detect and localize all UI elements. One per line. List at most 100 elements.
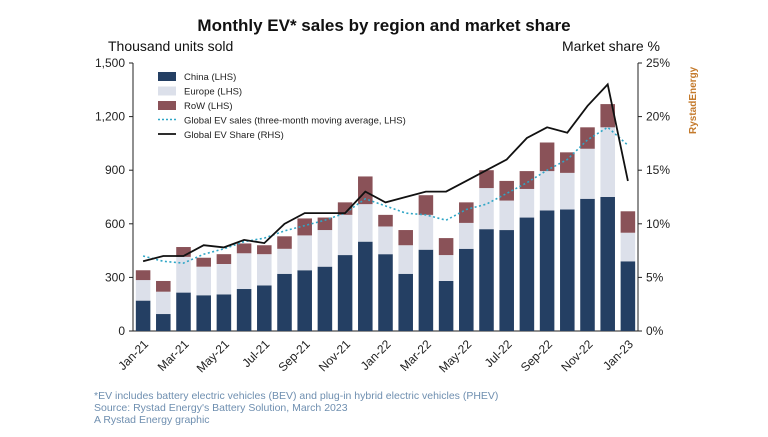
plot-area: 0 300 600 900 1,200 1,500 0% 5% 10% 15% 20% 25% Jan-…	[95, 56, 670, 375]
right-tick-label: 20%	[646, 110, 670, 124]
footnote-source: Source: Rystad Energy's Battery Solution…	[94, 402, 348, 414]
bar-row-aug-21	[277, 236, 292, 249]
bar-china-jul-21	[257, 285, 272, 331]
legend-label: RoW (LHS)	[184, 101, 233, 112]
bar-china-apr-22	[438, 280, 454, 331]
bar-china-apr-21	[196, 295, 211, 331]
right-tick-label: 5%	[646, 270, 664, 284]
left-tick-label: 600	[105, 217, 125, 231]
left-axis-label: Thousand units sold	[108, 38, 233, 54]
x-tick-label: Sep-21	[275, 337, 312, 374]
left-tick-label: 1,500	[95, 56, 125, 70]
bar-china-jun-21	[236, 289, 252, 331]
x-tick-label: Nov-21	[316, 337, 353, 374]
bar-china-may-21	[216, 294, 232, 331]
bar-row-dec-21	[358, 176, 373, 205]
bar-europe-jun-22	[479, 188, 494, 230]
bar-row-feb-21	[156, 280, 171, 292]
x-tick-label: Jul-21	[239, 337, 272, 370]
bar-china-feb-22	[398, 273, 413, 331]
bar-china-sep-21	[297, 270, 312, 331]
bar-row-mar-22	[418, 195, 434, 215]
bar-row-jan-22	[378, 214, 393, 227]
left-tick-label: 900	[105, 163, 125, 177]
bar-row-jul-21	[257, 245, 272, 255]
bar-row-mar-21	[176, 247, 191, 257]
bar-europe-apr-22	[438, 255, 454, 281]
bar-china-nov-22	[580, 198, 595, 331]
left-tick-label: 1,200	[95, 110, 125, 124]
legend-swatch	[158, 86, 176, 96]
bar-europe-mar-21	[176, 256, 191, 293]
bar-europe-oct-22	[560, 172, 575, 210]
bar-row-may-22	[459, 202, 474, 223]
x-tick-label: Nov-22	[558, 337, 595, 374]
bar-europe-sep-22	[539, 171, 555, 211]
right-axis-label: Market share %	[562, 38, 660, 54]
bar-row-apr-22	[438, 238, 454, 256]
bar-row-jun-21	[236, 243, 252, 254]
bar-china-jan-21	[135, 300, 151, 331]
bar-china-mar-22	[418, 249, 434, 331]
bar-china-may-22	[459, 248, 474, 331]
footnote-credit: A Rystad Energy graphic	[94, 414, 210, 426]
footnote-ev-definition: *EV includes battery electric vehicles (…	[94, 390, 499, 402]
bar-row-jul-22	[499, 180, 514, 201]
x-tick-label: Jan-22	[358, 337, 394, 373]
bar-china-oct-22	[560, 209, 575, 331]
right-tick-label: 25%	[646, 56, 670, 70]
bar-europe-mar-22	[418, 214, 434, 250]
bar-china-dec-21	[358, 241, 373, 331]
left-tick-label: 0	[118, 324, 125, 338]
bar-europe-jul-21	[257, 254, 272, 286]
bar-europe-may-22	[459, 222, 474, 249]
bar-europe-oct-21	[317, 230, 333, 267]
bar-china-jan-23	[620, 261, 636, 331]
x-tick-label: Mar-21	[155, 337, 192, 374]
bar-row-oct-22	[560, 152, 575, 173]
bar-china-oct-21	[317, 266, 333, 331]
bar-europe-dec-22	[600, 127, 615, 197]
legend-label: Global EV Share (RHS)	[184, 130, 284, 141]
bar-row-nov-21	[337, 202, 353, 215]
bar-china-mar-21	[176, 292, 191, 331]
bar-row-sep-22	[539, 142, 555, 172]
bar-europe-dec-21	[358, 204, 373, 242]
chart-title: Monthly EV* sales by region and market s…	[197, 16, 570, 35]
x-tick-label: Jan-23	[600, 337, 636, 373]
bar-row-nov-22	[580, 127, 595, 149]
bar-europe-jul-22	[499, 200, 514, 231]
bar-china-jan-22	[378, 254, 393, 331]
bar-china-aug-21	[277, 273, 292, 331]
x-tick-label: Jan-21	[115, 337, 151, 373]
bar-row-jan-21	[135, 270, 151, 281]
bar-europe-jan-23	[620, 232, 636, 262]
x-tick-label: Jul-22	[482, 337, 515, 370]
x-tick-label: Sep-22	[518, 337, 555, 374]
bar-china-sep-22	[539, 210, 555, 331]
bar-europe-nov-21	[337, 214, 353, 256]
bar-europe-nov-22	[580, 148, 595, 199]
bar-row-aug-22	[519, 171, 535, 189]
bar-china-jul-22	[499, 230, 514, 331]
bar-europe-feb-21	[156, 291, 171, 315]
x-tick-label: May-22	[436, 337, 474, 375]
bar-row-sep-21	[297, 218, 312, 236]
bar-europe-jan-21	[135, 280, 151, 301]
brand-logo-text: RystadEnergy	[688, 66, 699, 134]
bar-row-apr-21	[196, 257, 211, 267]
left-tick-label: 300	[105, 270, 125, 284]
bar-china-aug-22	[519, 217, 535, 331]
bar-china-nov-21	[337, 255, 353, 331]
x-tick-label: Mar-22	[397, 337, 434, 374]
right-tick-label: 15%	[646, 163, 670, 177]
bar-row-may-21	[216, 254, 232, 264]
bar-row-jun-22	[479, 170, 494, 189]
right-tick-label: 10%	[646, 217, 670, 231]
bar-europe-jun-21	[236, 253, 252, 290]
legend-label: Europe (LHS)	[184, 87, 242, 98]
moving-average-line	[142, 126, 629, 264]
legend-swatch	[158, 72, 176, 81]
